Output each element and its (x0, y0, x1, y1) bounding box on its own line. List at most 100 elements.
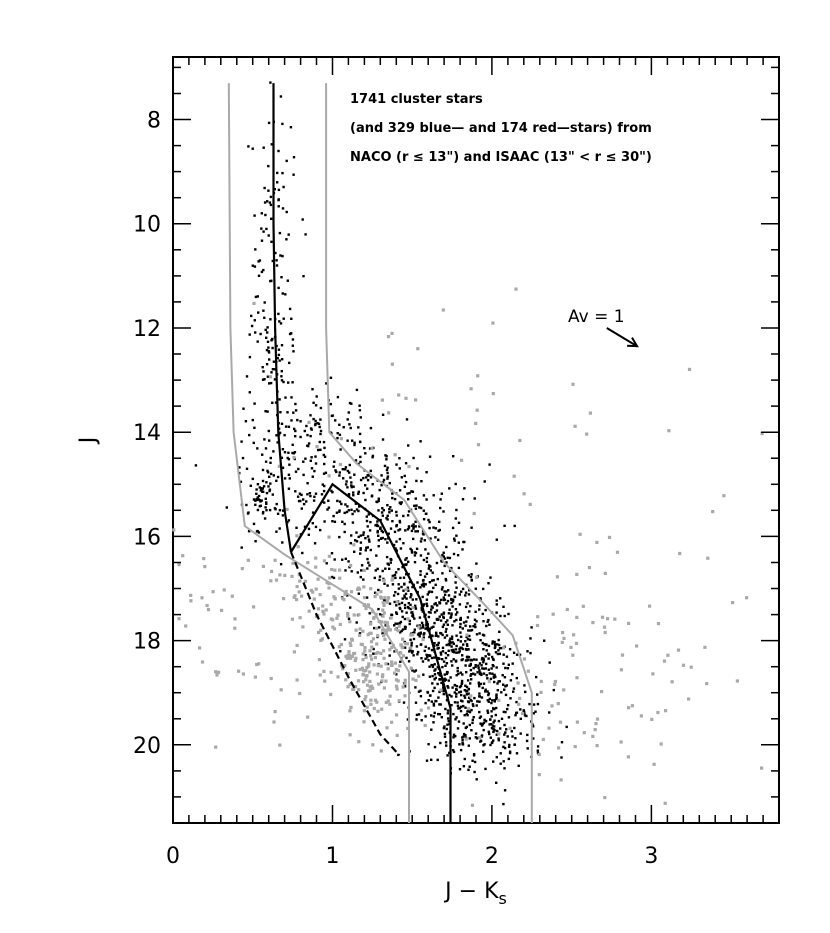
cluster-star-point (286, 279, 289, 282)
field-star-point (575, 615, 579, 619)
y-tick-label: 8 (147, 109, 161, 134)
cluster-star-point (263, 438, 266, 441)
cluster-star-point (428, 627, 432, 630)
cluster-star-point (491, 699, 494, 702)
x-axis-title: J − Ks (443, 879, 507, 908)
field-star-point (189, 599, 193, 603)
cluster-star-point (291, 344, 294, 347)
cluster-star-point (418, 635, 421, 638)
cluster-star-point (410, 529, 414, 533)
cluster-star-point (287, 381, 290, 384)
field-star-point (417, 625, 421, 629)
cluster-star-point (372, 647, 375, 651)
cluster-star-point (386, 541, 389, 544)
cluster-star-point (427, 699, 430, 702)
field-star-point (491, 321, 495, 325)
cluster-star-point (484, 655, 487, 658)
cluster-star-point (323, 520, 326, 523)
cluster-star-point (470, 729, 473, 732)
cluster-star-point (346, 418, 349, 421)
field-star-point (273, 710, 277, 714)
field-star-point (619, 668, 623, 672)
field-star-point (274, 578, 279, 582)
cluster-star-point (464, 605, 468, 609)
field-star-point (206, 608, 211, 612)
cluster-star-point (364, 549, 367, 552)
cluster-star-point (489, 718, 492, 721)
cluster-star-point (262, 370, 265, 373)
cluster-star-point (312, 401, 315, 404)
field-star-point (376, 664, 380, 668)
cluster-star-point (425, 598, 429, 601)
field-star-point (381, 614, 385, 618)
cluster-star-point (445, 561, 448, 564)
field-star-point (357, 688, 361, 692)
cluster-star-point (482, 659, 485, 662)
cluster-star-point (463, 696, 467, 699)
cluster-star-point (304, 457, 307, 460)
cluster-star-point (454, 591, 457, 594)
cluster-star-point (417, 690, 421, 693)
field-star-point (374, 626, 379, 630)
field-star-point (362, 709, 366, 713)
cluster-star-point (379, 527, 382, 530)
cluster-star-point (462, 722, 465, 725)
cluster-star-point (266, 469, 269, 473)
cluster-star-point (360, 569, 363, 572)
cluster-star-point (415, 479, 418, 483)
cluster-star-point (513, 726, 516, 730)
cluster-star-point (459, 671, 462, 674)
cluster-star-point (342, 426, 345, 429)
cluster-star-point (432, 721, 435, 724)
field-star-point (670, 680, 674, 684)
cluster-star-point (377, 588, 380, 592)
field-star-point (521, 711, 525, 716)
cluster-star-point (488, 723, 491, 726)
cluster-star-point (503, 688, 506, 691)
cluster-star-point (391, 574, 394, 578)
field-star-point (379, 749, 383, 753)
field-star-point (335, 616, 339, 620)
cluster-star-point (479, 715, 483, 718)
cluster-star-point (467, 710, 471, 713)
cluster-star-point (359, 478, 363, 482)
field-star-point (202, 557, 206, 561)
cluster-star-point (314, 404, 318, 407)
x-tick-label: 0 (166, 844, 180, 869)
cluster-star-point (261, 512, 265, 515)
field-star-point (595, 717, 600, 721)
cluster-star-point (386, 518, 389, 521)
field-star-point (364, 678, 368, 682)
cluster-star-point (373, 626, 376, 630)
field-star-point (381, 628, 385, 632)
cluster-star-point (548, 661, 551, 664)
cluster-star-point (448, 569, 452, 572)
cluster-star-point (290, 419, 293, 422)
cluster-star-point (487, 644, 491, 648)
cluster-star-point (419, 586, 422, 589)
cluster-star-point (478, 710, 481, 714)
cluster-star-point (305, 500, 308, 503)
cluster-star-point (377, 545, 380, 548)
cluster-star-point (266, 331, 269, 334)
cluster-star-point (536, 749, 539, 752)
cluster-star-point (460, 679, 464, 683)
cluster-star-point (415, 598, 418, 601)
cluster-star-point (400, 585, 403, 589)
cluster-star-point (456, 669, 459, 673)
cluster-star-point (502, 710, 505, 714)
field-star-point (181, 554, 185, 558)
field-star-point (320, 637, 324, 641)
cluster-star-point (425, 624, 428, 627)
cluster-star-point (451, 749, 455, 752)
field-star-point (393, 671, 397, 675)
cluster-star-point (479, 597, 482, 600)
lines-layer (227, 83, 533, 823)
cluster-star-point (523, 714, 527, 717)
cluster-star-point (281, 122, 284, 126)
cluster-star-point (309, 434, 312, 438)
cluster-star-point (454, 575, 457, 578)
field-star-point (343, 592, 347, 596)
field-star-point (344, 678, 348, 682)
